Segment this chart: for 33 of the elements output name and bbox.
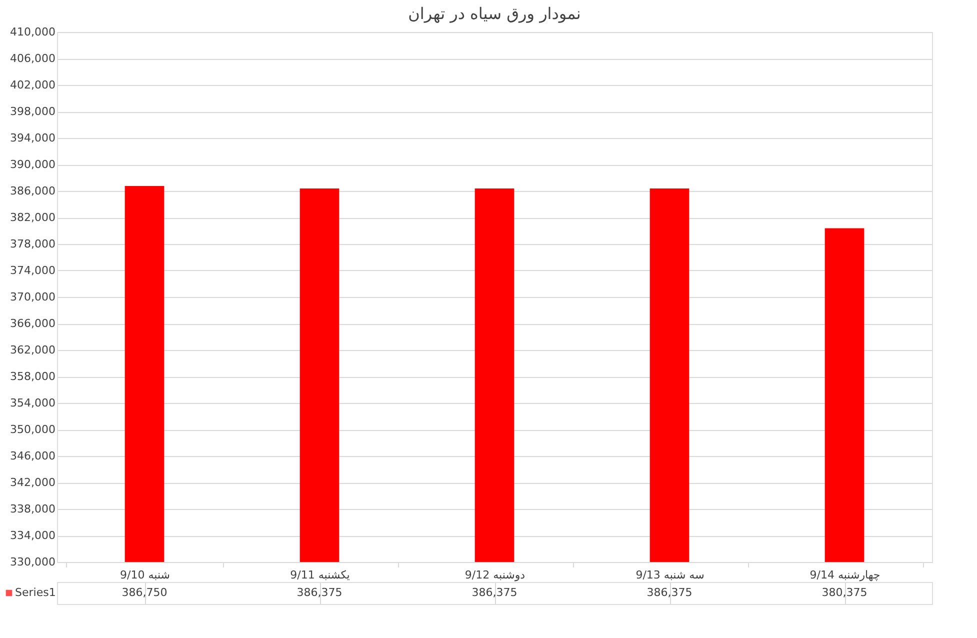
y-tick-label: 342,000 xyxy=(10,476,56,489)
legend-label: Series1 xyxy=(15,586,56,599)
y-tick-label: 338,000 xyxy=(10,502,56,516)
y-tick-label: 370,000 xyxy=(10,290,56,304)
y-tick-label: 406,000 xyxy=(10,52,56,65)
y-tick-label: 366,000 xyxy=(10,317,56,330)
y-tick-label: 362,000 xyxy=(10,344,56,356)
y-tick-label: 334,000 xyxy=(10,529,56,542)
y-tick-label: 410,000 xyxy=(10,26,56,38)
y-tick-label: 354,000 xyxy=(10,396,56,410)
x-tick-label: سه شنبه 9/13 xyxy=(636,568,704,582)
x-tick-label: یکشنبه 9/11 xyxy=(290,568,350,582)
y-tick-label: 394,000 xyxy=(10,132,56,144)
y-tick-label: 358,000 xyxy=(10,370,56,383)
data-label: 386,375 xyxy=(646,586,692,599)
data-label: 380,375 xyxy=(822,586,868,599)
chart-title: نمودار ورق سیاه در تهران xyxy=(408,4,581,23)
y-tick-label: 386,000 xyxy=(10,184,56,198)
data-label: 386,750 xyxy=(122,586,168,599)
x-tick-label: شنبه 9/10 xyxy=(120,568,170,582)
y-tick-label: 350,000 xyxy=(10,423,56,436)
y-tick-label: 378,000 xyxy=(10,238,56,250)
y-tick-label: 382,000 xyxy=(10,211,56,224)
x-tick-label: چهارشنبه 9/14 xyxy=(810,568,880,582)
data-label: 386,375 xyxy=(472,586,518,599)
y-tick-label: 374,000 xyxy=(10,264,56,277)
y-tick-label: 402,000 xyxy=(10,78,56,92)
y-tick-label: 390,000 xyxy=(10,158,56,171)
x-tick-label: دوشنبه 9/12 xyxy=(464,568,526,582)
y-tick-label: 398,000 xyxy=(10,105,56,118)
data-label: 386,375 xyxy=(296,586,342,599)
y-tick-label: 330,000 xyxy=(10,556,56,568)
y-tick-label: 346,000 xyxy=(10,450,56,462)
